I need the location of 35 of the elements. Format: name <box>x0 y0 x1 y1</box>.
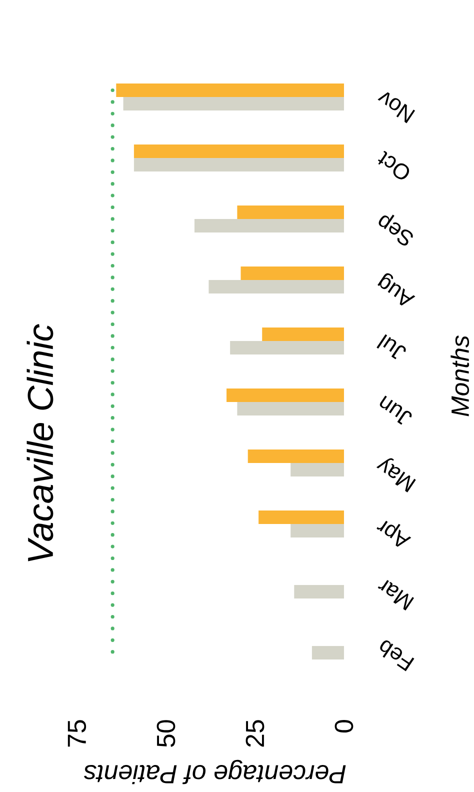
bar <box>248 450 344 464</box>
y-tick-label: Sep <box>378 214 413 246</box>
bar <box>116 84 344 97</box>
bar <box>237 402 344 416</box>
y-tick-label: Jun <box>380 396 412 425</box>
bar <box>226 388 344 402</box>
bar <box>208 280 344 294</box>
x-tick-label: 0 <box>334 720 354 732</box>
bar <box>134 144 344 158</box>
bar <box>134 158 344 172</box>
x-tick-label: 75 <box>68 720 86 747</box>
text: Vacaville Clinic <box>26 324 54 562</box>
bar <box>294 585 344 599</box>
y-tick-label: May <box>376 458 416 492</box>
y-tick-label: Aug <box>378 273 416 306</box>
y-tick-label: Jul <box>376 334 406 360</box>
y-tick-label: Apr <box>376 520 412 547</box>
bar <box>290 463 344 477</box>
bar <box>123 97 344 110</box>
bar <box>230 341 344 355</box>
y-tick-label: Mar <box>378 580 414 611</box>
bar <box>312 646 344 660</box>
y-tick-label: Oct <box>378 150 410 180</box>
bar <box>237 206 344 220</box>
y-axis-title: Months <box>450 336 470 416</box>
bar <box>194 219 344 232</box>
x-tick-label: 50 <box>156 720 176 747</box>
bar <box>290 524 344 538</box>
bar <box>262 328 344 341</box>
bar <box>240 266 344 280</box>
y-tick-label: Nov <box>378 92 416 124</box>
bar <box>258 510 344 524</box>
y-tick-label: Feb <box>380 640 414 672</box>
x-axis-title: Percentage of Patients <box>84 760 346 784</box>
x-tick-label: 25 <box>246 720 264 747</box>
